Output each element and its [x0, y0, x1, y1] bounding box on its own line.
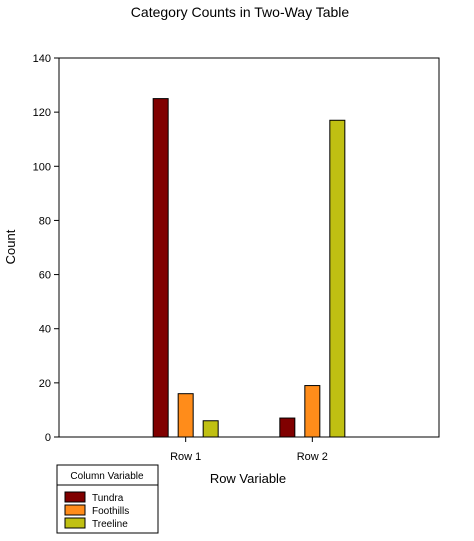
y-tick-label: 140: [33, 53, 51, 65]
legend-swatch: [64, 504, 86, 516]
legend: Column Variable Tundra Foothills Treeline: [56, 464, 159, 534]
bar-treeline-row-2: [329, 119, 346, 438]
bar-treeline-row-1: [202, 420, 219, 438]
y-tick-label: 60: [39, 270, 51, 282]
legend-swatch: [64, 491, 86, 503]
x-axis-label: Row Variable: [210, 471, 286, 486]
legend-label: Tundra: [92, 493, 124, 504]
y-axis-label: Count: [3, 229, 18, 264]
x-tick-label: Row 2: [297, 451, 328, 463]
y-axis: 0 20 40 60 80 100 120 140: [33, 53, 59, 444]
bar-tundra-row-1: [152, 98, 169, 438]
y-tick-label: 40: [39, 324, 51, 336]
bar-foothills-row-2: [304, 385, 321, 438]
bar-tundra-row-2: [279, 417, 296, 438]
x-tick-label: Row 1: [170, 451, 201, 463]
chart-title: Category Counts in Two-Way Table: [131, 4, 350, 20]
y-tick-label: 80: [39, 215, 51, 227]
legend-label: Foothills: [92, 506, 129, 517]
legend-label: Treeline: [92, 519, 128, 530]
y-tick-label: 120: [33, 107, 51, 119]
legend-swatch: [64, 517, 86, 529]
legend-title: Column Variable: [70, 471, 144, 482]
x-axis: Row 1 Row 2: [170, 437, 328, 463]
y-tick-label: 0: [45, 432, 51, 444]
bar-foothills-row-1: [177, 393, 194, 438]
bars: [152, 98, 346, 438]
y-tick-label: 20: [39, 378, 51, 390]
legend-items: Tundra Foothills Treeline: [64, 491, 129, 530]
plot-area: [58, 57, 440, 438]
y-tick-label: 100: [33, 161, 51, 173]
